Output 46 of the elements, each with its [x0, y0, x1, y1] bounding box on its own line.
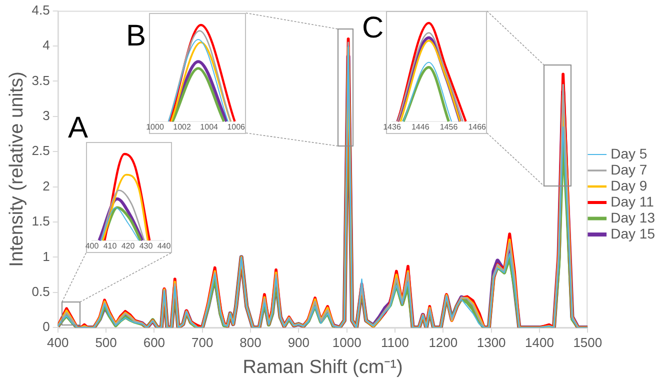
x-tick-label: 1400	[525, 334, 554, 350]
y-tick-label: 3.5	[32, 72, 50, 88]
x-tick-label: 420	[121, 241, 136, 250]
x-tick-label: 600	[143, 334, 166, 350]
x-tick-label: 900	[288, 334, 310, 350]
annotation: B	[126, 19, 146, 52]
x-tick-label: 800	[240, 334, 262, 350]
x-tick-label: 1466	[468, 122, 487, 132]
x-tick-label: 1200	[428, 334, 458, 350]
x-tick-label: 1100	[381, 334, 409, 350]
x-tick-label: 400	[85, 241, 100, 250]
x-tick-label: 430	[139, 241, 154, 250]
x-tick-label: 440	[157, 241, 172, 250]
x-tick-label: 1436	[383, 122, 402, 132]
x-tick-label: 1456	[440, 122, 458, 132]
legend-label: Day 7	[610, 161, 648, 178]
y-tick-label: 1.5	[32, 214, 50, 229]
y-tick-label: 0.5	[32, 284, 50, 299]
annotation: A	[68, 111, 88, 144]
legend-label: Day 9	[610, 177, 648, 194]
x-tick-label: 400	[47, 334, 69, 350]
legend-label: Day 5	[610, 145, 648, 162]
x-tick-label: 1446	[411, 122, 430, 132]
legend-label: Day 13	[610, 209, 656, 226]
y-tick-label: 1	[42, 248, 50, 264]
x-tick-label: 1500	[573, 334, 602, 350]
legend-label: Day 15	[610, 225, 656, 242]
x-tick-label: 1000	[146, 122, 164, 132]
x-tick-label: 1006	[227, 122, 246, 132]
x-tick-label: 1300	[476, 334, 506, 350]
x-tick-label: 1000	[332, 334, 362, 350]
y-tick-label: 4	[42, 38, 50, 53]
y-tick-label: 0	[42, 319, 50, 334]
y-tick-label: 4.5	[32, 2, 50, 18]
y-tick-label: 2.5	[32, 143, 50, 158]
x-tick-label: 500	[95, 334, 117, 350]
legend-label: Day 11	[610, 193, 654, 210]
x-tick-label: 1004	[200, 122, 219, 132]
x-tick-label: 700	[192, 334, 214, 350]
y-tick-label: 3	[42, 108, 50, 123]
annotation: C	[362, 11, 384, 44]
x-axis-title: Raman Shift (cm⁻¹)	[242, 356, 403, 378]
y-tick-label: 2	[42, 178, 50, 194]
x-tick-label: 410	[103, 241, 118, 250]
y-axis-title: Intensity (relative units)	[6, 72, 28, 267]
x-tick-label: 1002	[173, 122, 192, 132]
